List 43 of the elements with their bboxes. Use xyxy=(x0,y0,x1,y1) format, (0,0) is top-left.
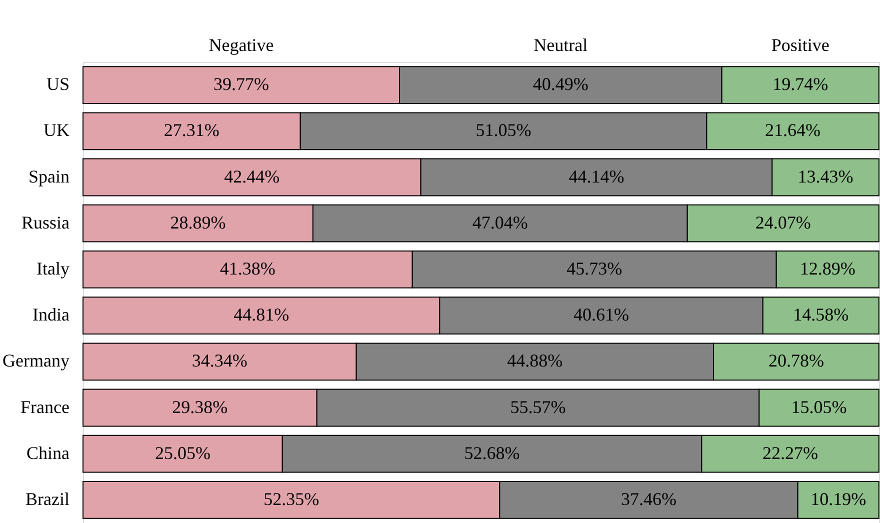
y-tick-label: UK xyxy=(44,120,70,140)
y-tick-label: Brazil xyxy=(26,488,70,509)
data-label: 15.05% xyxy=(791,396,847,417)
data-label: 34.34% xyxy=(192,350,248,371)
data-label: 52.68% xyxy=(464,442,520,463)
data-label: 55.57% xyxy=(510,396,566,417)
series-label: Neutral xyxy=(534,35,588,56)
data-label: 40.61% xyxy=(574,304,630,325)
data-label: 44.81% xyxy=(234,304,290,325)
data-label: 22.27% xyxy=(762,442,818,463)
data-label: 20.78% xyxy=(768,350,824,371)
data-label: 24.07% xyxy=(755,212,811,232)
data-label: 21.64% xyxy=(765,120,821,140)
data-label: 29.38% xyxy=(172,396,228,417)
data-label: 44.14% xyxy=(568,166,624,186)
data-label: 12.89% xyxy=(800,258,856,278)
y-tick-label: France xyxy=(20,396,70,417)
y-tick-label: India xyxy=(32,304,70,325)
y-tick-label: Italy xyxy=(36,258,70,278)
data-label: 41.38% xyxy=(220,258,276,278)
data-label: 42.44% xyxy=(224,166,280,186)
data-label: 19.74% xyxy=(772,74,828,94)
data-label: 25.05% xyxy=(154,442,210,463)
data-label: 40.49% xyxy=(532,74,588,94)
data-label: 28.89% xyxy=(170,212,226,232)
y-tick-label: US xyxy=(46,74,70,94)
y-tick-label: Spain xyxy=(28,166,70,186)
series-label: Positive xyxy=(771,35,830,56)
y-tick-label: China xyxy=(26,442,70,463)
series-label: Negative xyxy=(208,35,274,56)
data-label: 13.43% xyxy=(798,166,854,186)
data-label: 37.46% xyxy=(620,488,676,509)
data-label: 51.05% xyxy=(476,120,532,140)
data-label: 14.58% xyxy=(793,304,849,325)
data-label: 47.04% xyxy=(472,212,528,232)
y-tick-label: Russia xyxy=(21,212,70,232)
data-label: 39.77% xyxy=(214,74,270,94)
data-label: 45.73% xyxy=(566,258,622,278)
data-label: 27.31% xyxy=(164,120,220,140)
data-label: 52.35% xyxy=(264,488,320,509)
data-label: 44.88% xyxy=(507,350,563,371)
data-label: 10.19% xyxy=(810,488,866,509)
y-tick-label: Germany xyxy=(2,350,70,371)
